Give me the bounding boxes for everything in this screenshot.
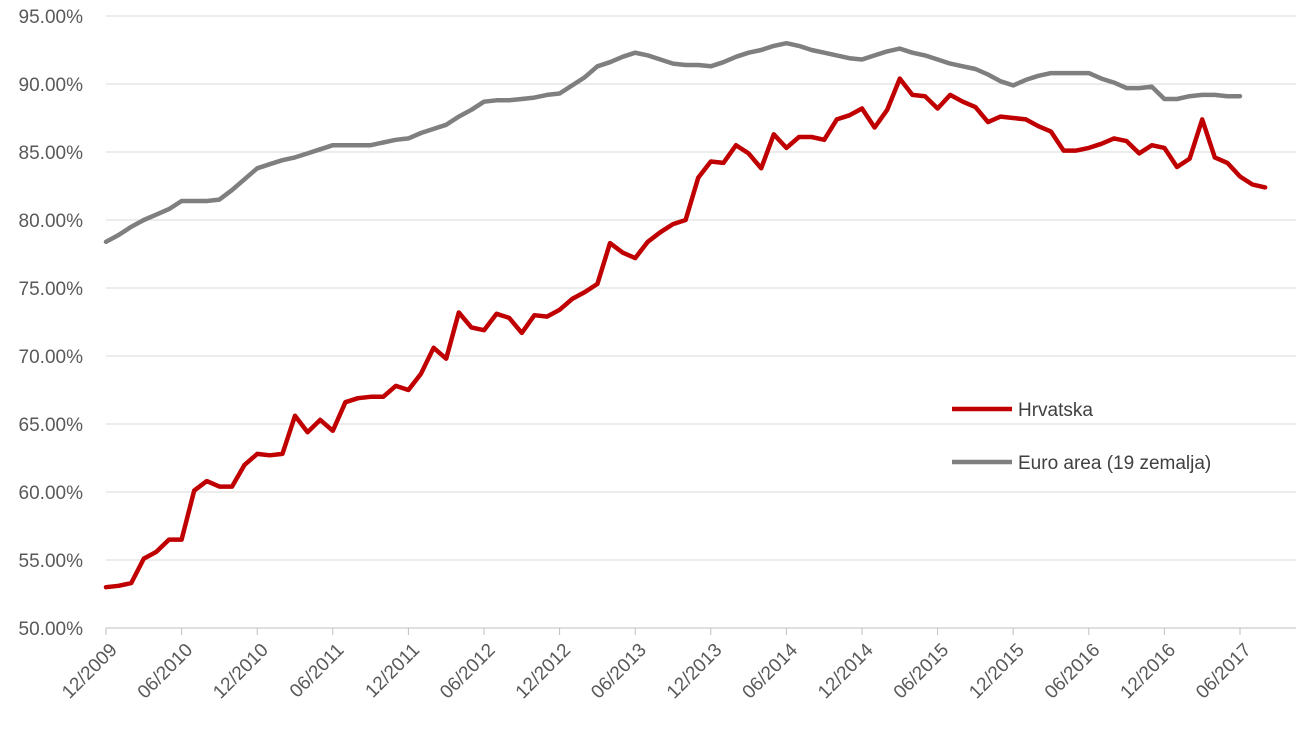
- x-tick-label: 06/2017: [1192, 640, 1255, 703]
- y-axis-tick-labels: 50.00% 55.00% 60.00% 65.00% 70.00% 75.00% 80.0…: [19, 7, 84, 640]
- y-tick-label: 80.00%: [19, 211, 84, 232]
- series-line-hrvatska: [103, 76, 1268, 590]
- x-tick-label: 12/2012: [512, 640, 575, 703]
- y-tick-label: 65.00%: [19, 415, 84, 436]
- legend: Hrvatska Euro area (19 zemalja): [952, 400, 1211, 474]
- y-tick-label: 70.00%: [19, 347, 84, 368]
- y-tick-label: 90.00%: [19, 75, 84, 96]
- x-tick-label: 12/2011: [362, 640, 424, 702]
- series-line-euro-area: [103, 40, 1243, 245]
- x-tick-label: 06/2016: [1041, 640, 1104, 703]
- x-tick-label: 06/2014: [739, 639, 803, 703]
- x-tick-label: 12/2009: [58, 640, 121, 703]
- series-lines: [103, 40, 1268, 590]
- x-tick-label: 06/2010: [134, 640, 197, 703]
- x-tick-label: 06/2013: [587, 640, 650, 703]
- legend-label: Hrvatska: [1018, 400, 1093, 421]
- x-tick-label: 06/2015: [890, 640, 953, 703]
- x-tick-label: 06/2012: [436, 640, 499, 703]
- legend-label: Euro area (19 zemalja): [1018, 453, 1211, 474]
- y-tick-label: 60.00%: [19, 483, 84, 504]
- y-tick-label: 75.00%: [19, 279, 84, 300]
- x-tick-label: 06/2011: [286, 640, 348, 702]
- x-tick-label: 12/2013: [663, 640, 726, 703]
- x-tick-label: 12/2015: [965, 640, 1028, 703]
- x-axis-tick-labels: 12/2009 06/2010 12/2010 06/2011 12/2011 06/20…: [58, 639, 1255, 703]
- y-tick-label: 85.00%: [19, 143, 84, 164]
- gridlines: [106, 15, 1296, 561]
- x-tick-label: 12/2016: [1117, 640, 1180, 703]
- y-tick-label: 95.00%: [19, 7, 84, 28]
- x-tick-label: 12/2010: [209, 640, 272, 703]
- y-tick-label: 50.00%: [19, 619, 84, 640]
- x-tick-label: 12/2014: [814, 639, 878, 703]
- x-axis: [105, 627, 1296, 635]
- y-tick-label: 55.00%: [19, 551, 84, 572]
